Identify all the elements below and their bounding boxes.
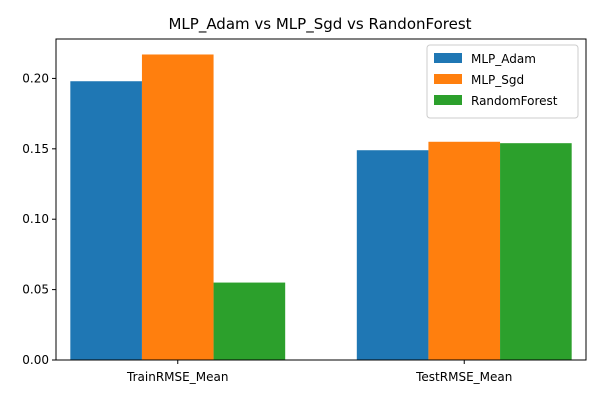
y-tick-label: 0.10 bbox=[22, 212, 49, 226]
x-tick-label: TrainRMSE_Mean bbox=[126, 370, 228, 384]
bar-mlp-adam-trainrmse-mean bbox=[70, 81, 142, 360]
x-axis: TrainRMSE_Mean TestRMSE_Mean bbox=[126, 360, 512, 384]
bar-mlp-sgd-trainrmse-mean bbox=[141, 54, 214, 360]
legend-swatch-randomforest bbox=[434, 95, 462, 105]
y-tick-label: 0.20 bbox=[22, 71, 49, 85]
y-tick-label: 0.15 bbox=[22, 142, 49, 156]
legend-box bbox=[426, 44, 579, 119]
legend-label-mlp-adam: MLP_Adam bbox=[471, 52, 536, 66]
plot-area bbox=[55, 38, 587, 361]
y-tick-label: 0.05 bbox=[22, 283, 49, 297]
legend: MLP_Adam MLP_Sgd RandomForest bbox=[426, 44, 579, 119]
y-tick-label: 0.00 bbox=[22, 353, 49, 367]
bar-mlp-adam-testrmse-mean bbox=[356, 150, 429, 360]
bar-randomforest-testrmse-mean bbox=[500, 143, 572, 360]
plot-frame bbox=[55, 38, 587, 361]
x-tick-label: TestRMSE_Mean bbox=[415, 370, 512, 384]
legend-label-mlp-sgd: MLP_Sgd bbox=[471, 73, 524, 87]
bar-randomforest-trainrmse-mean bbox=[213, 282, 286, 360]
chart-title: MLP_Adam vs MLP_Sgd vs RandonForest bbox=[168, 15, 471, 34]
y-axis: 0.00 0.05 0.10 0.15 0.20 bbox=[22, 71, 56, 367]
legend-swatch-mlp-adam bbox=[434, 53, 462, 63]
bar-mlp-sgd-testrmse-mean bbox=[428, 141, 501, 360]
legend-swatch-mlp-sgd bbox=[434, 74, 462, 84]
legend-label-randomforest: RandomForest bbox=[471, 94, 558, 108]
